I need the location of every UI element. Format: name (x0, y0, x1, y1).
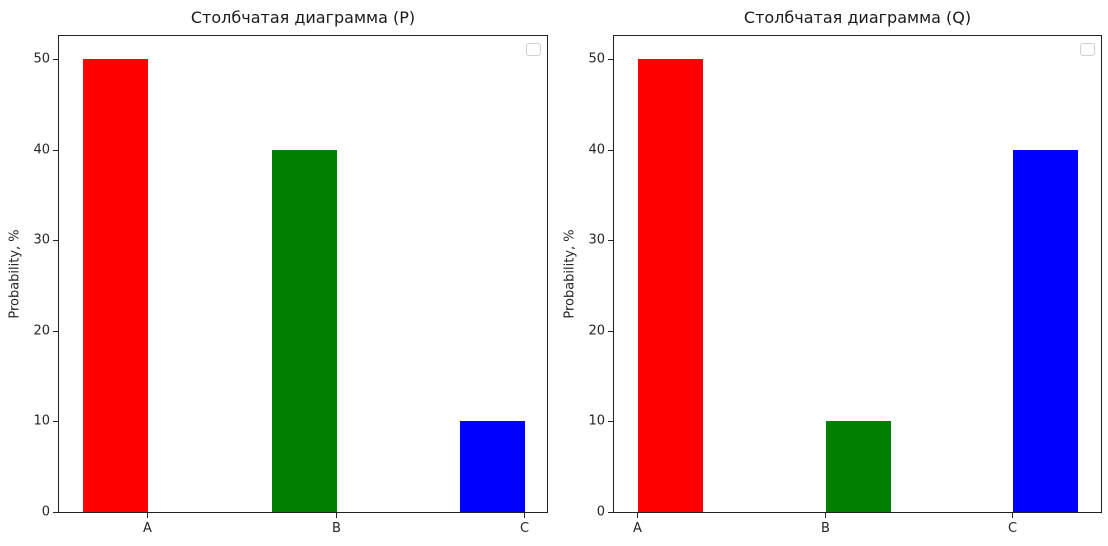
y-tick-mark (53, 240, 58, 242)
x-tick-label: C (519, 521, 530, 536)
y-tick-label: 50 (588, 51, 605, 67)
y-tick-mark (53, 59, 58, 60)
x-tick-label: A (143, 521, 152, 536)
bar-a (638, 59, 703, 512)
y-tick-label: 40 (588, 142, 605, 158)
y-tick-label: 0 (596, 504, 605, 520)
y-axis-label: Probability, % (562, 228, 578, 319)
y-tick-mark (608, 149, 613, 151)
y-axis-label: Probability, % (7, 228, 23, 319)
y-tick-label: 20 (588, 323, 605, 339)
x-tick-label: B (332, 521, 341, 536)
bar-c (1013, 149, 1078, 512)
x-tick-mark (336, 513, 337, 518)
y-tick-label: 30 (588, 232, 605, 248)
y-tick-label: 30 (33, 232, 50, 248)
bar-b (272, 149, 337, 512)
y-tick-label: 10 (588, 413, 605, 429)
y-tick-mark (608, 512, 613, 513)
plot-area (613, 35, 1102, 513)
x-tick-mark (1012, 513, 1013, 518)
x-tick-mark (524, 513, 525, 518)
y-tick-mark (53, 149, 58, 151)
y-tick-label: 10 (33, 413, 50, 429)
legend-box (526, 43, 541, 56)
y-tick-label: 0 (41, 504, 50, 520)
y-tick-mark (608, 330, 613, 332)
x-tick-label: C (1007, 521, 1018, 536)
x-tick-label: B (821, 521, 830, 536)
chart-title: Столбчатая диаграмма (Q) (743, 8, 972, 27)
x-tick-mark (825, 513, 826, 518)
legend-box (1080, 43, 1095, 56)
plot-area (58, 35, 548, 513)
bar-b (826, 421, 891, 512)
y-tick-label: 50 (33, 51, 50, 67)
y-tick-mark (53, 330, 58, 332)
bar-c (460, 421, 525, 512)
y-tick-label: 40 (33, 142, 50, 158)
y-tick-mark (608, 59, 613, 60)
y-tick-mark (608, 240, 613, 242)
y-tick-mark (53, 512, 58, 513)
y-tick-mark (608, 421, 613, 423)
chart-title: Столбчатая диаграмма (P) (190, 8, 416, 27)
x-tick-mark (147, 513, 148, 518)
y-tick-mark (53, 421, 58, 423)
x-tick-label: A (633, 521, 642, 536)
x-tick-mark (637, 513, 638, 518)
y-tick-label: 20 (33, 323, 50, 339)
bar-a (83, 59, 148, 512)
